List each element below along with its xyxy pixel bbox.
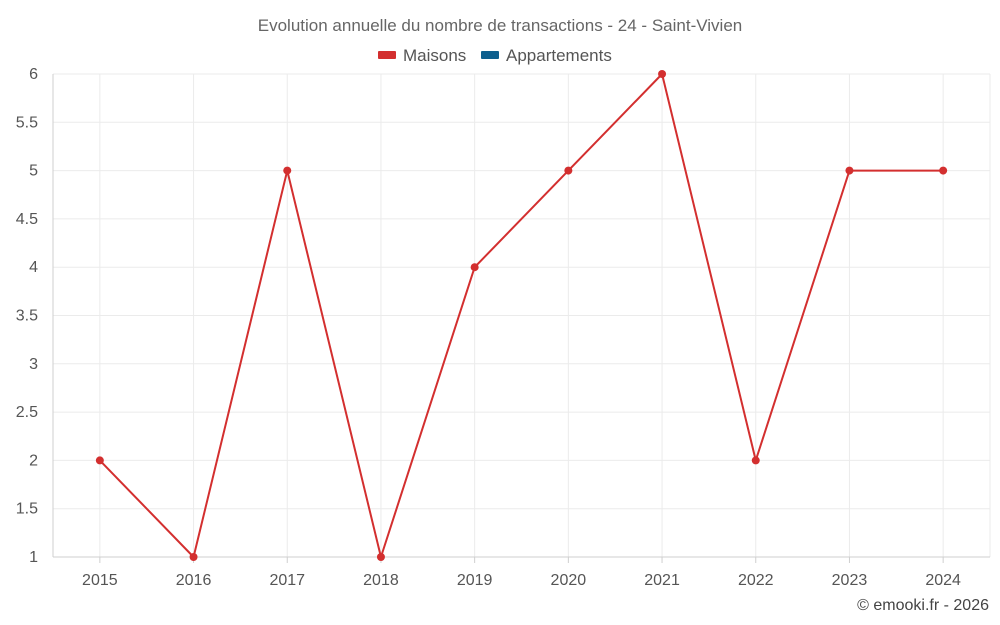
data-point-maisons[interactable] — [564, 166, 573, 175]
legend-label-maisons: Maisons — [403, 46, 466, 65]
x-axis-tick-labels: 2015 2016 2017 2018 2019 2020 2021 2022 2023 2024 — [82, 572, 961, 589]
x-tick-label: 2023 — [832, 572, 868, 589]
x-tick-label: 2019 — [457, 572, 493, 589]
y-tick-label: 5.5 — [16, 114, 38, 131]
data-point-maisons[interactable] — [845, 166, 854, 175]
data-point-maisons[interactable] — [751, 456, 760, 465]
legend-item-appartements[interactable]: Appartements — [481, 46, 612, 65]
data-point-maisons[interactable] — [470, 263, 479, 272]
data-point-maisons[interactable] — [95, 456, 104, 465]
credit-text: © emooki.fr - 2026 — [857, 597, 989, 614]
y-tick-label: 2.5 — [16, 404, 38, 421]
y-tick-label: 2 — [29, 452, 38, 469]
y-tick-label: 3 — [29, 356, 38, 373]
x-tick-label: 2018 — [363, 572, 399, 589]
y-tick-label: 1 — [29, 549, 38, 566]
chart-title: Evolution annuelle du nombre de transact… — [258, 16, 742, 35]
legend: Maisons Appartements — [378, 46, 612, 65]
legend-swatch-maisons — [378, 51, 396, 59]
grid — [53, 73, 991, 557]
data-point-maisons[interactable] — [939, 166, 948, 175]
data-point-maisons[interactable] — [658, 70, 667, 78]
series-line-maisons — [99, 73, 944, 558]
y-axis-tick-labels: 1 1.5 2 2.5 3 3.5 4 4.5 5 5.5 6 — [16, 66, 38, 566]
series — [95, 70, 948, 561]
y-tick-label: 4 — [29, 259, 38, 276]
y-tick-label: 1.5 — [16, 501, 38, 518]
x-tick-label: 2024 — [925, 572, 961, 589]
x-tick-label: 2015 — [82, 572, 118, 589]
x-tick-label: 2017 — [269, 572, 305, 589]
y-tick-label: 5 — [29, 163, 38, 180]
y-tick-label: 3.5 — [16, 308, 38, 325]
data-point-maisons[interactable] — [376, 553, 385, 561]
legend-swatch-appartements — [481, 51, 499, 59]
x-tick-label: 2016 — [176, 572, 212, 589]
y-tick-label: 6 — [29, 66, 38, 83]
legend-label-appartements: Appartements — [506, 46, 612, 65]
x-tick-label: 2020 — [551, 572, 587, 589]
data-point-maisons[interactable] — [189, 553, 198, 561]
x-tick-label: 2022 — [738, 572, 774, 589]
x-tick-label: 2021 — [644, 572, 680, 589]
data-point-maisons[interactable] — [283, 166, 292, 175]
y-tick-label: 4.5 — [16, 211, 38, 228]
legend-item-maisons[interactable]: Maisons — [378, 46, 466, 65]
